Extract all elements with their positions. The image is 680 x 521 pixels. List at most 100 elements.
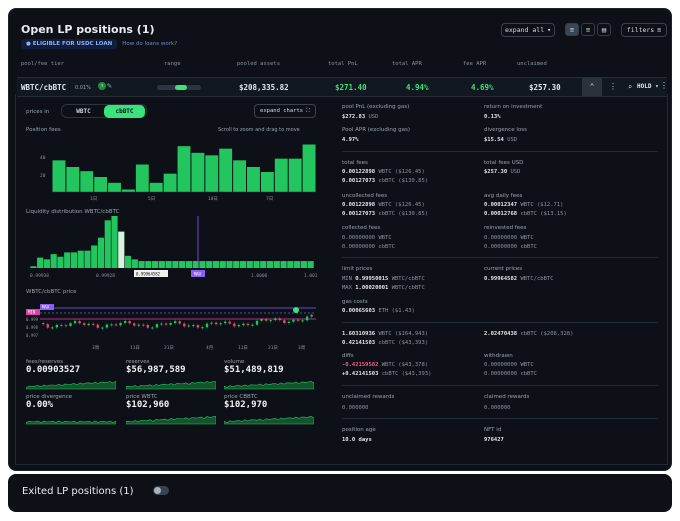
hold-select[interactable]: HOLD ▾ [637,83,659,90]
liquidity-bar [294,261,301,268]
stat-label: price WBTC [126,394,158,400]
diff-cbbtc: +0.42141503 cbBTC ($43,393) [342,371,431,377]
candle [114,324,118,326]
liquidity-bar [111,216,118,268]
collected-cbbtc: 0.00000000 cbBTC [342,244,395,250]
liquidity-bar [77,250,84,268]
expand-charts-label: expand charts [260,108,304,114]
fee-bar [121,189,135,192]
in-range-icon: ↑ [98,82,106,90]
pool-pnl-value: $272.83 USD [342,114,378,120]
total-fees-usd-value: $257.30 USD [484,169,520,175]
total-pnl: $271.40 [335,83,367,92]
current-price-tag [134,270,168,277]
price-x-tick: 21日 [268,345,278,351]
fee-bar [274,158,288,192]
position-fees-chart[interactable]: 40 20 1日 5日 10日 7日 [26,136,318,206]
filters-button[interactable]: filters ≡ [621,23,667,37]
p2: 0.42141503 [342,340,376,346]
withdrawn-wbtc: 0.00000000 WBTC [484,362,534,368]
candle [51,327,54,329]
candle [301,320,304,322]
stat-sparkline [125,381,217,390]
divider [342,257,658,258]
col-fee-apr: fee APR [463,61,487,67]
liquidity-bar [206,261,213,268]
current-price-label: current prices [484,266,523,272]
filter-icon: ≡ [657,26,662,34]
gas-label: gas costs [342,299,368,305]
liquidity-bar [118,231,125,268]
total-apr: 4.94% [406,83,429,92]
avg-daily-cbbtc: 0.00012768 cbBTC ($13.15) [484,211,567,217]
liquidity-bar [273,261,280,268]
cf1-unit: WBTC [378,235,392,241]
list-view-icon[interactable]: ≡ [565,23,579,36]
d1-unit: WBTC ($43,378) [381,362,429,368]
total-fees-cbbtc: 0.00127073 cbBTC ($130.85) [342,178,428,184]
toggle-cbbtc[interactable]: cbBTC [104,104,145,118]
page-title: Open LP positions (1) [21,23,155,36]
more-icon[interactable]: ⋮ [660,81,668,90]
candle [151,327,154,329]
compact-view-icon[interactable]: ≡ [581,23,595,36]
fee-bar [149,182,163,192]
candle [237,325,241,327]
candle [183,323,186,327]
stat-card: price CBBTC $102,970 [223,394,315,429]
toggle-knob [154,487,161,494]
candle [78,321,81,324]
grid-view-icon[interactable]: ▤ [597,23,611,36]
w1: 0.00000000 [484,362,518,368]
position-details: prices in WBTC cbBTC expand charts ⛶ Posi… [15,94,668,465]
tf2: 0.00127073 [342,178,376,184]
price-chart[interactable]: MAX MIN 0.999 0.998 0.997 3周 11日 21日 4月 … [26,299,318,351]
stat-sparkline [125,415,217,425]
withdrawn-label: withdrawn [484,353,513,359]
grid-icon[interactable]: ⋮ [609,82,617,91]
ad2-unit: cbBTC ($13.15) [520,211,567,217]
nft-label: NFT id [484,427,502,433]
current-value: 0.99964582 [484,276,518,282]
candle [82,323,86,325]
liquidity-bar [84,250,91,268]
pool-apr-label: Pool APR (excluding gas) [342,127,411,133]
expand-charts-button[interactable]: expand charts ⛶ [254,104,316,118]
toggle-wbtc[interactable]: WBTC [76,107,91,115]
loan-help-link[interactable]: How do loans work? [122,41,178,47]
candle [255,320,259,325]
claimed-rewards-value: 0.000000 [484,405,511,411]
stat-sparkline [223,380,315,390]
stat-label: reserves [126,359,150,365]
expand-icon: ⛶ [306,107,310,114]
nft-link[interactable]: 976427 [484,437,504,443]
stat-label: price divergence [26,394,73,400]
col-range: range [164,61,181,67]
liquidity-chart[interactable]: MAX 0.99964582 0.99938 0.99928 1.0000 1.… [26,216,318,281]
min-price: MIN 0.99950015 WBTC/cbBTC [342,276,425,282]
candle [173,321,177,324]
expand-all-select[interactable]: expand all ▾ [501,23,555,37]
collapse-icon[interactable]: ⌃ [582,78,602,96]
d2: +0.42141503 [342,371,379,377]
position-row[interactable]: WBTC/cbBTC 0.01% ↑ ✎ $208,335.82 $271.40… [17,77,668,97]
divider [342,151,658,152]
liquidity-bar [97,237,105,268]
max-price: MAX 1.00020001 WBTC/cbBTC [342,285,425,291]
fee-bar [205,155,219,192]
fee-bar [302,144,316,192]
pool-pnl-label: pool PnL (excluding gas) [342,104,410,110]
range-bar [157,85,201,90]
search-list-icon[interactable]: ⌕ [627,83,633,91]
stat-value: $56,987,589 [126,365,186,375]
price-y-tick: 0.998 [26,325,39,330]
unclaimed: $257.30 [529,83,561,92]
exited-positions-panel[interactable]: Exited LP positions (1) [8,474,672,512]
fee-bar [288,158,302,192]
divider [342,418,658,419]
stat-label: price CBBTC [224,394,258,400]
exited-toggle[interactable] [153,486,169,495]
max-tag [191,270,205,277]
candle [87,323,90,325]
p3: 2.02470438 [484,331,518,337]
